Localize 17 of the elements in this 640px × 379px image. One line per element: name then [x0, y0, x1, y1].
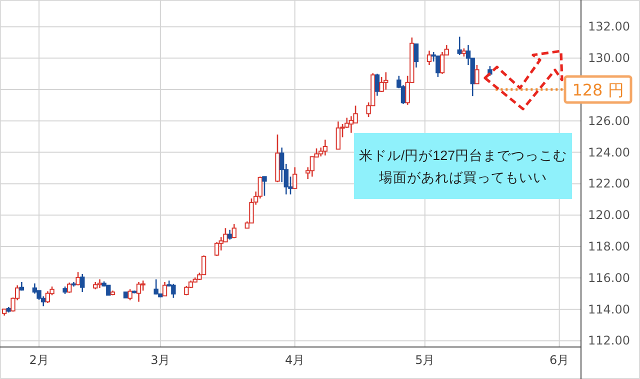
annotation: 米ドル/円が127円台までつっこむ場面があれば買ってもいい [358, 148, 568, 185]
y-tick-label: 112.00 [588, 334, 630, 348]
y-tick-label: 124.00 [588, 145, 630, 160]
x-tick-label: 5月 [415, 353, 435, 367]
y-tick-label: 126.00 [588, 114, 630, 128]
y-tick-label: 132.00 [588, 20, 630, 34]
x-tick-label: 4月 [285, 353, 305, 367]
x-tick-label: 2月 [29, 353, 49, 367]
x-tick-label: 6月 [550, 353, 570, 367]
ref-line-label: 128 円 [572, 80, 624, 100]
y-tick-label: 118.00 [588, 240, 630, 254]
y-tick-label: 116.00 [588, 270, 630, 285]
x-tick-label: 3月 [150, 353, 170, 367]
y-tick-label: 114.00 [588, 302, 630, 316]
y-tick-label: 122.00 [588, 176, 630, 191]
y-tick-label: 120.00 [588, 208, 630, 222]
y-tick-label: 130.00 [588, 51, 630, 66]
